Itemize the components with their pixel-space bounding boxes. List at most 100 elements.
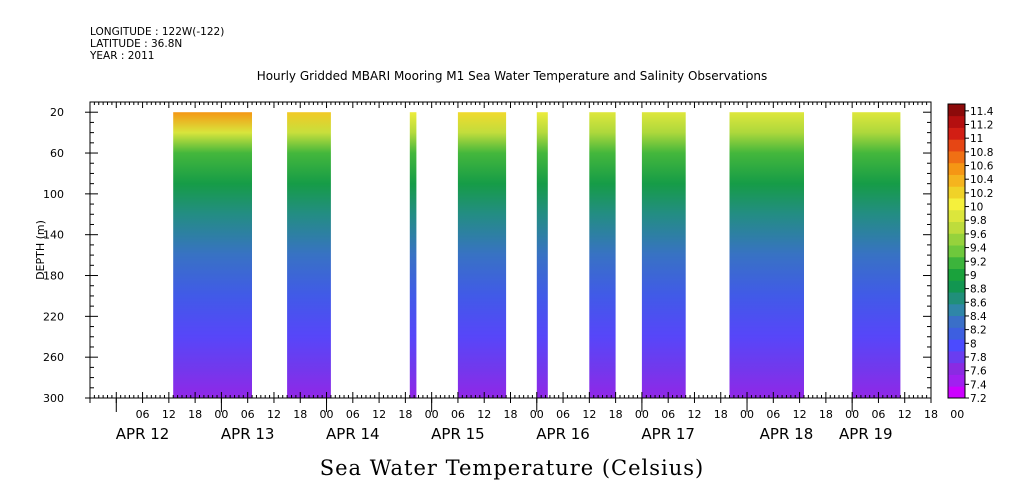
x-axis-ticks: 06 12 18 00 06 12 18 00 06 12 18 00 06 12 18 00 06 12 18 00… — [89, 102, 964, 443]
colorbar-swatch — [948, 233, 965, 246]
colorbar-label: 7.8 — [970, 352, 987, 364]
y-tick-label: 220 — [43, 310, 64, 323]
x-hour-tick-label: 00 — [320, 408, 334, 421]
x-hour-tick-label: 12 — [267, 408, 281, 421]
y-axis-label: DEPTH (m) — [34, 220, 47, 280]
colorbar-swatch — [948, 386, 965, 399]
x-hour-tick-label: 06 — [136, 408, 150, 421]
x-hour-tick-label: 12 — [372, 408, 386, 421]
colorbar-swatch — [948, 374, 965, 387]
x-day-label: APR 19 — [839, 425, 893, 443]
colorbar-label: 9.8 — [970, 215, 987, 227]
data-segment — [641, 112, 686, 398]
colorbar-swatch — [948, 221, 965, 234]
colorbar-label: 11.4 — [970, 106, 994, 118]
chart-caption: Sea Water Temperature (Celsius) — [320, 456, 705, 480]
colorbar-swatch — [948, 127, 965, 140]
y-tick-label: 180 — [43, 270, 64, 283]
colorbar-frame — [947, 103, 966, 399]
x-day-label: APR 13 — [221, 425, 275, 443]
x-hour-tick-label: 12 — [582, 408, 596, 421]
colorbar-label: 10 — [970, 202, 983, 214]
colorbar-label: 10.8 — [970, 147, 993, 159]
y-tick-label: 300 — [43, 392, 64, 405]
colorbar-swatch — [948, 245, 965, 258]
colorbar-swatch — [948, 362, 965, 375]
latitude-label: LATITUDE : 36.8N — [90, 38, 182, 50]
colorbar-swatch — [948, 198, 965, 211]
colorbar-label: 11.2 — [970, 120, 993, 132]
x-hour-tick-label: 18 — [609, 408, 623, 421]
colorbar-label: 10.6 — [970, 161, 994, 173]
data-segment — [287, 112, 331, 398]
chart-title: Hourly Gridded MBARI Mooring M1 Sea Wate… — [257, 69, 768, 83]
colorbar-swatch — [948, 162, 965, 175]
colorbar-label: 8.2 — [970, 325, 987, 337]
x-hour-tick-label: 18 — [398, 408, 412, 421]
x-hour-tick-label: 00 — [425, 408, 439, 421]
colorbar-label: 8 — [970, 338, 977, 350]
x-hour-tick-label: 06 — [346, 408, 360, 421]
data-segment — [409, 112, 417, 398]
x-hour-tick-label: 18 — [714, 408, 728, 421]
x-hour-tick-label: 18 — [819, 408, 833, 421]
x-hour-tick-label: 00 — [845, 408, 859, 421]
data-segment — [852, 112, 901, 398]
colorbar-label: 9 — [970, 270, 977, 282]
colorbar-swatch — [948, 339, 965, 352]
colorbar-swatch — [948, 139, 965, 152]
colorbar-label: 7.4 — [970, 379, 987, 391]
colorbar-label: 9.2 — [970, 256, 987, 268]
x-hour-tick-label: 00 — [950, 408, 964, 421]
x-day-label: APR 18 — [760, 425, 814, 443]
colorbar-label: 9.4 — [970, 243, 987, 255]
x-hour-tick-label: 06 — [871, 408, 885, 421]
longitude-label: LONGITUDE : 122W(-122) — [90, 26, 224, 38]
colorbar-swatch — [948, 209, 965, 222]
colorbar-swatch — [948, 315, 965, 328]
colorbar-label: 8.4 — [970, 311, 987, 323]
x-hour-tick-label: 06 — [766, 408, 780, 421]
y-axis-ticks: 20 60 100 140 180 220 260 300 — [43, 101, 931, 405]
x-hour-tick-label: 12 — [477, 408, 491, 421]
data-segment — [589, 112, 616, 398]
colorbar-swatch — [948, 327, 965, 340]
colorbar: 7.27.47.67.888.28.48.68.899.29.49.69.810… — [947, 103, 994, 405]
x-hour-tick-label: 18 — [504, 408, 518, 421]
data-segment — [457, 112, 507, 398]
colorbar-swatch — [948, 186, 965, 199]
x-hour-tick-label: 06 — [451, 408, 465, 421]
colorbar-swatch — [948, 292, 965, 305]
colorbar-label: 8.6 — [970, 297, 987, 309]
x-hour-tick-label: 12 — [687, 408, 701, 421]
colorbar-swatch — [948, 280, 965, 293]
x-hour-tick-label: 06 — [661, 408, 675, 421]
x-hour-tick-label: 00 — [214, 408, 228, 421]
x-hour-tick-label: 18 — [188, 408, 202, 421]
x-hour-tick-label: 00 — [635, 408, 649, 421]
x-hour-tick-label: 06 — [241, 408, 255, 421]
colorbar-swatch — [948, 268, 965, 281]
plot-area: 06 12 18 00 06 12 18 00 06 12 18 00 06 12 18 00 06 12 18 00… — [43, 101, 964, 443]
colorbar-swatch — [948, 104, 965, 117]
colorbar-label: 10.4 — [970, 174, 994, 186]
colorbar-label: 7.6 — [970, 366, 987, 378]
x-hour-tick-label: 12 — [162, 408, 176, 421]
y-tick-label: 260 — [43, 351, 64, 364]
x-day-label: APR 15 — [431, 425, 485, 443]
colorbar-label: 11 — [970, 133, 983, 145]
colorbar-swatch — [948, 174, 965, 187]
colorbar-label: 7.2 — [970, 393, 987, 405]
data-segment — [536, 112, 548, 398]
x-hour-tick-label: 18 — [924, 408, 938, 421]
x-hour-tick-label: 00 — [740, 408, 754, 421]
x-day-label: APR 12 — [116, 425, 170, 443]
x-hour-tick-label: 00 — [530, 408, 544, 421]
colorbar-label: 8.8 — [970, 284, 987, 296]
data-segment — [173, 112, 252, 398]
colorbar-swatch — [948, 151, 965, 164]
x-day-label: APR 16 — [536, 425, 590, 443]
data-segments — [173, 112, 901, 398]
y-tick-label: 60 — [50, 147, 64, 160]
